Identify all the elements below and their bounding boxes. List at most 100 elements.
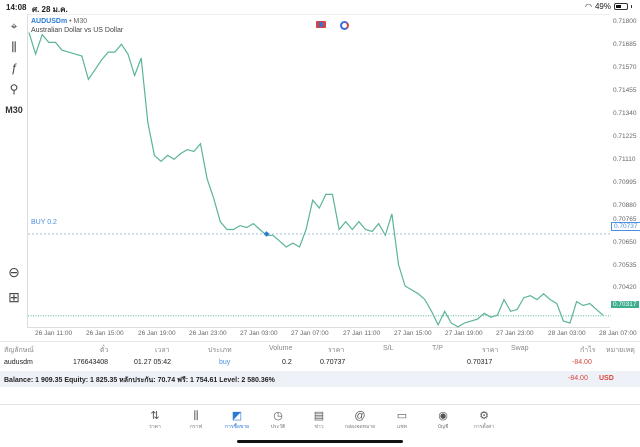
y-tick: 0.70995 <box>613 179 637 186</box>
news-icon: ▤ <box>313 410 325 422</box>
trade-icon: ◩ <box>231 410 243 422</box>
header-sl[interactable]: S/L <box>383 345 394 352</box>
chart-symbol[interactable]: AUDUSDm <box>31 18 68 25</box>
tab-label: การซื้อขาย <box>224 424 250 430</box>
home-indicator[interactable] <box>237 440 403 443</box>
battery-tip <box>631 5 632 8</box>
price-chart[interactable]: AUDUSDm • M30 Australian Dollar vs US Do… <box>27 14 611 328</box>
quotes-icon: ⇅ <box>150 410 160 422</box>
row-type: buy <box>219 359 231 366</box>
x-tick: 27 Jan 19:00 <box>445 330 483 337</box>
tab-label: บัญชี <box>437 424 449 430</box>
row-open-price: 0.70737 <box>320 359 346 366</box>
trade-flag-icon[interactable] <box>316 21 326 28</box>
mailbox-icon: @ <box>354 410 366 422</box>
row-symbol: audusdm <box>4 359 33 366</box>
header-ticket[interactable]: ตั๋ว <box>100 347 109 354</box>
account-summary: Balance: 1 909.35 Equity: 1 825.35 หลักป… <box>0 371 640 387</box>
status-time: 14:08 <box>6 3 27 12</box>
tab-label: ประวัติ <box>270 424 286 430</box>
chart-toolbar: ⌖ ⫼ ƒ ⚲ M30 ⊖ ⊞ <box>0 14 27 339</box>
bottom-tab-bar: ⇅ ราคา ⫼ กราฟ ◩ การซื้อขาย ◷ ประวัติ ▤ ข่าว @… <box>0 404 640 447</box>
position-row[interactable]: audusdm 176643408 01.27 05:42 buy 0.2 0.… <box>0 356 640 370</box>
chart-description: Australian Dollar vs US Dollar <box>31 27 124 34</box>
x-tick: 26 Jan 11:00 <box>35 330 73 337</box>
add-object-icon[interactable]: ⊞ <box>8 288 20 305</box>
x-tick: 27 Jan 03:00 <box>240 330 278 337</box>
zoom-out-icon[interactable]: ⊖ <box>8 263 20 280</box>
header-current-price[interactable]: ราคา <box>482 347 499 354</box>
y-tick: 0.70420 <box>613 284 637 291</box>
header-tp[interactable]: T/P <box>432 345 443 352</box>
battery-icon <box>614 3 628 10</box>
header-type[interactable]: ประเภท <box>208 347 232 354</box>
x-tick: 28 Jan 03:00 <box>548 330 586 337</box>
balance-text: Balance: 1 909.35 Equity: 1 825.35 หลักป… <box>4 377 275 384</box>
tab-label: การตั้งค่า <box>473 424 495 430</box>
tab-label: ราคา <box>149 424 161 430</box>
y-tick: 0.70765 <box>613 216 637 223</box>
y-tick: 0.70650 <box>613 239 637 246</box>
y-tick: 0.71570 <box>613 64 637 71</box>
row-current-price: 0.70317 <box>467 359 493 366</box>
header-open-price[interactable]: ราคา <box>328 347 345 354</box>
one-click-icon[interactable] <box>340 21 349 30</box>
row-volume: 0.2 <box>282 359 292 366</box>
y-tick: 0.71225 <box>613 133 637 140</box>
header-symbol[interactable]: สัญลักษณ์ <box>4 347 34 354</box>
x-tick: 26 Jan 23:00 <box>189 330 227 337</box>
y-tick: 0.70535 <box>613 262 637 269</box>
candlestick-icon[interactable]: ⫼ <box>11 39 17 54</box>
tab-settings[interactable]: ⚙ การตั้งค่า <box>464 409 504 431</box>
wifi-icon: ◠ <box>585 2 592 11</box>
tab-trade[interactable]: ◩ การซื้อขาย <box>217 409 257 431</box>
header-volume[interactable]: Volume <box>269 345 293 352</box>
indicator-icon[interactable]: ƒ <box>10 61 18 75</box>
x-tick: 27 Jan 15:00 <box>394 330 432 337</box>
tab-account[interactable]: ◉ บัญชี <box>423 409 463 431</box>
x-tick: 28 Jan 07:00 <box>599 330 637 337</box>
row-profit: -84.00 <box>572 359 592 366</box>
tab-news[interactable]: ▤ ข่าว <box>299 409 339 431</box>
header-time[interactable]: เวลา <box>155 347 170 354</box>
buy-price-tag: 0.70737 <box>611 222 640 231</box>
y-tick: 0.70880 <box>613 202 637 209</box>
x-tick: 26 Jan 19:00 <box>138 330 176 337</box>
tab-chat[interactable]: ▭ แชท <box>382 409 422 431</box>
tab-label: กล่องจดหมาย <box>344 424 376 430</box>
history-icon: ◷ <box>273 410 283 422</box>
y-tick: 0.71685 <box>613 41 637 48</box>
chart-title: AUDUSDm • M30 <box>31 18 87 25</box>
y-tick: 0.71340 <box>613 110 637 117</box>
tab-quotes[interactable]: ⇅ ราคา <box>135 409 175 431</box>
chat-icon: ▭ <box>396 410 408 422</box>
tab-chart[interactable]: ⫼ กราฟ <box>176 409 216 431</box>
tab-mailbox[interactable]: @ กล่องจดหมาย <box>340 409 380 431</box>
price-axis: 0.71800 0.71685 0.71570 0.71455 0.71340 … <box>611 14 640 328</box>
tab-history[interactable]: ◷ ประวัติ <box>258 409 298 431</box>
tab-label: ข่าว <box>314 424 324 430</box>
header-swap[interactable]: Swap <box>511 345 529 352</box>
x-tick: 27 Jan 07:00 <box>291 330 329 337</box>
row-ticket: 176643408 <box>73 359 109 366</box>
header-profit[interactable]: กำไร <box>580 347 596 354</box>
chart-timeframe: M30 <box>73 18 88 25</box>
y-tick: 0.71455 <box>613 87 637 94</box>
objects-icon[interactable]: ⚲ <box>9 82 19 96</box>
chart-separator: • <box>69 18 72 25</box>
tab-label: กราฟ <box>189 424 203 430</box>
settings-icon: ⚙ <box>479 410 489 422</box>
status-right: ◠ 49% <box>585 2 632 11</box>
current-price-tag: 0.70317 <box>611 301 639 308</box>
price-line-plot <box>28 32 611 328</box>
x-tick: 26 Jan 15:00 <box>86 330 124 337</box>
positions-table-header: สัญลักษณ์ ตั๋ว เวลา ประเภท Volume ราคา S… <box>0 341 640 354</box>
timeframe-button[interactable]: M30 <box>5 105 23 115</box>
tab-label: แชท <box>397 424 407 430</box>
header-comment[interactable]: หมายเหตุ <box>606 347 635 354</box>
row-time: 01.27 05:42 <box>134 359 171 366</box>
x-tick: 27 Jan 11:00 <box>343 330 381 337</box>
crosshair-icon[interactable]: ⌖ <box>10 18 18 33</box>
x-tick: 27 Jan 23:00 <box>496 330 534 337</box>
y-tick: 0.71800 <box>613 18 637 25</box>
